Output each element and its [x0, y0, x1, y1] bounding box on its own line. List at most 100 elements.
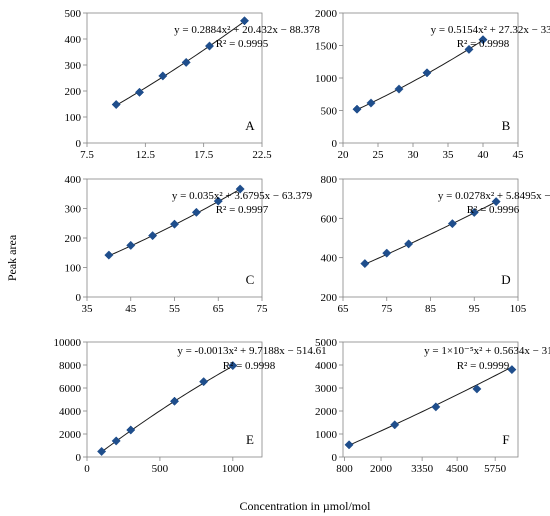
- y-tick-label: 10000: [54, 337, 82, 349]
- plot-area-border: [86, 341, 263, 458]
- y-tick-label: 300: [65, 204, 82, 216]
- x-tick-label: 75: [257, 303, 269, 315]
- y-tick-label: 100: [65, 263, 82, 275]
- y-tick-label: 400: [65, 34, 82, 46]
- data-point: [344, 440, 354, 450]
- y-tick-label: 4000: [315, 360, 338, 372]
- chart-panel-c: 0 100 200 300 400 35 45 55 65 75 y = 0.035x² + 3.6…: [65, 174, 313, 315]
- data-point: [360, 259, 370, 269]
- x-tick-label: 40: [478, 149, 490, 161]
- y-tick-label: 500: [321, 106, 338, 118]
- y-tick-label: 0: [76, 292, 82, 304]
- data-point: [169, 396, 180, 406]
- data-point: [422, 68, 432, 78]
- chart-panel-f: 0 1000 2000 3000 4000 5000 800 2000 3350 4500 5750…: [315, 337, 550, 475]
- y-tick-label: 2000: [315, 8, 338, 20]
- y-tick-label: 8000: [59, 360, 82, 372]
- panel-letter: C: [246, 272, 255, 287]
- x-tick-label: 105: [510, 303, 527, 315]
- y-tick-label: 1000: [315, 429, 338, 441]
- chart-panel-e: 0 2000 4000 6000 8000 10000 0 500 1000 y = -0.001…: [54, 337, 327, 475]
- trendline: [356, 39, 484, 111]
- x-tick-label: 30: [408, 149, 420, 161]
- x-tick-label: 75: [381, 303, 393, 315]
- fit-equation: y = 0.0278x² + 5.8495x − 178.7: [438, 190, 550, 202]
- x-tick-label: 35: [443, 149, 455, 161]
- y-tick-label: 3000: [315, 383, 338, 395]
- r-squared-label: R² = 0.9998: [223, 360, 276, 372]
- x-tick-label: 2000: [370, 463, 393, 475]
- plot-area-border: [86, 12, 263, 144]
- x-tick-label: 3350: [411, 463, 434, 475]
- x-tick-label: 4500: [446, 463, 469, 475]
- y-tick-label: 2000: [315, 406, 338, 418]
- fit-equation: y = 0.035x² + 3.6795x − 63.379: [172, 190, 313, 202]
- data-point: [507, 365, 517, 375]
- x-tick-label: 85: [425, 303, 437, 315]
- r-squared-label: R² = 0.9997: [216, 204, 269, 216]
- data-point: [404, 239, 414, 249]
- panel-letter: F: [502, 432, 509, 447]
- data-point: [199, 377, 209, 387]
- x-tick-label: 25: [373, 149, 385, 161]
- fit-equation: y = 0.5154x² + 27.32x − 336.7: [431, 24, 550, 36]
- y-tick-label: 200: [65, 86, 82, 98]
- r-squared-label: R² = 0.9995: [216, 38, 269, 50]
- x-tick-label: 17.5: [194, 149, 214, 161]
- fit-equation: y = 1×10⁻⁵x² + 0.5634x − 31.361: [424, 345, 550, 357]
- y-tick-label: 300: [65, 60, 82, 72]
- x-tick-label: 65: [213, 303, 225, 315]
- r-squared-label: R² = 0.9998: [457, 38, 510, 50]
- y-tick-label: 4000: [59, 406, 82, 418]
- data-point: [235, 184, 245, 194]
- data-point: [464, 44, 474, 54]
- data-point: [111, 99, 121, 110]
- data-point: [158, 71, 168, 81]
- y-tick-label: 500: [65, 8, 82, 20]
- data-point: [366, 98, 376, 108]
- x-tick-label: 12.5: [136, 149, 156, 161]
- panel-letter: B: [502, 118, 511, 133]
- x-tick-label: 65: [338, 303, 350, 315]
- y-tick-label: 0: [332, 138, 338, 150]
- plot-area-border: [342, 341, 519, 458]
- x-tick-label: 22.5: [252, 149, 272, 161]
- x-tick-label: 5750: [484, 463, 507, 475]
- data-point: [181, 57, 191, 67]
- x-tick-label: 35: [82, 303, 94, 315]
- y-tick-label: 0: [76, 138, 82, 150]
- y-tick-label: 200: [65, 233, 82, 245]
- data-point: [491, 197, 501, 207]
- chart-panel-d: 200 400 600 800 65 75 85 95 105 y = 0.0278x² + 5.…: [321, 174, 550, 315]
- data-point: [148, 231, 158, 241]
- x-tick-label: 800: [336, 463, 353, 475]
- trendline: [101, 365, 234, 453]
- data-point: [478, 35, 488, 45]
- fit-equation: y = -0.0013x² + 9.7188x − 514.61: [177, 345, 326, 357]
- fit-equation: y = 0.2884x² + 20.432x − 88.378: [174, 24, 320, 36]
- x-tick-label: 7.5: [80, 149, 94, 161]
- data-point: [431, 402, 441, 412]
- y-axis-title: Peak area: [5, 234, 19, 281]
- data-point: [352, 104, 362, 114]
- x-tick-label: 20: [338, 149, 350, 161]
- x-axis-title: Concentration in µmol/mol: [240, 499, 372, 513]
- data-point: [213, 196, 223, 206]
- data-point: [111, 436, 121, 446]
- y-tick-label: 0: [76, 452, 82, 464]
- y-tick-label: 100: [65, 112, 82, 124]
- panel-letter: A: [245, 118, 255, 133]
- x-tick-label: 1000: [222, 463, 245, 475]
- y-tick-label: 600: [321, 213, 338, 225]
- y-tick-label: 200: [321, 292, 338, 304]
- data-point: [390, 420, 400, 430]
- panel-letter: D: [501, 272, 510, 287]
- y-tick-label: 5000: [315, 337, 338, 349]
- y-tick-label: 6000: [59, 383, 82, 395]
- y-tick-label: 0: [332, 452, 338, 464]
- data-point: [134, 87, 145, 97]
- y-tick-label: 400: [65, 174, 82, 186]
- data-point: [204, 41, 215, 51]
- data-point: [239, 16, 250, 26]
